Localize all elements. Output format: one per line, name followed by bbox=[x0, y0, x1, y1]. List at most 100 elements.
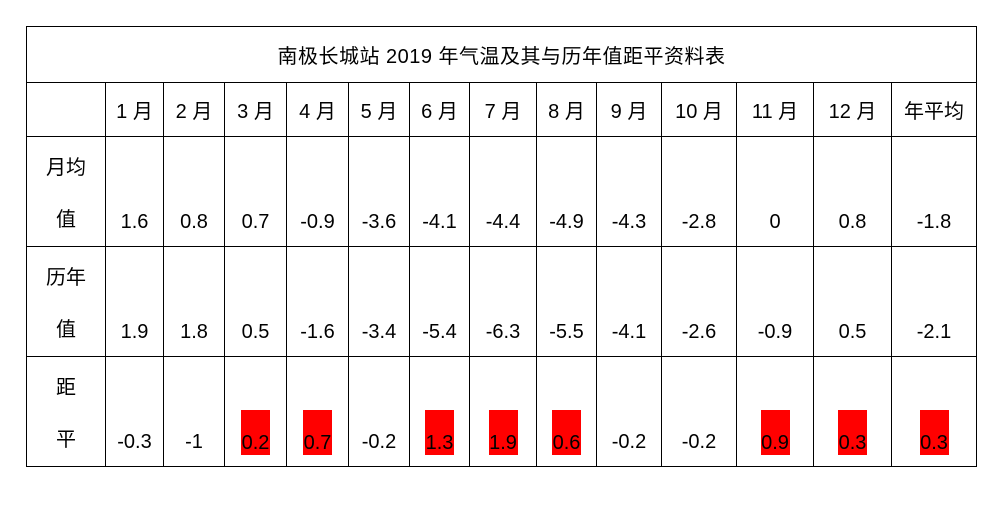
value-cell: -5.5 bbox=[536, 246, 597, 357]
value-cell: 1.3 bbox=[409, 356, 470, 467]
column-header-may: 5 月 bbox=[348, 82, 410, 137]
row-label-line: 值 bbox=[56, 319, 76, 341]
column-header-sep: 9 月 bbox=[596, 82, 662, 137]
cell-value: 1.6 bbox=[120, 211, 149, 233]
cell-value: -4.1 bbox=[422, 211, 457, 233]
cell-value: 0 bbox=[769, 211, 781, 233]
value-cell: -1.8 bbox=[890, 136, 978, 247]
cell-value: -6.3 bbox=[485, 321, 521, 343]
value-cell: -2.8 bbox=[661, 136, 737, 247]
row-label-line: 平 bbox=[56, 429, 76, 451]
column-header-mar: 3 月 bbox=[224, 82, 287, 137]
cell-value: -0.9 bbox=[300, 211, 335, 233]
highlight-rect: 0.6 bbox=[552, 410, 581, 455]
cell-value: 0.7 bbox=[303, 432, 332, 454]
cell-value: 0.8 bbox=[180, 211, 208, 233]
cell-value: 0.5 bbox=[838, 321, 867, 343]
cell-value: -0.2 bbox=[361, 431, 397, 453]
row-label-line: 值 bbox=[56, 209, 76, 231]
column-header-apr: 4 月 bbox=[286, 82, 349, 137]
column-header-jan: 1 月 bbox=[105, 82, 164, 137]
value-cell: 0.7 bbox=[286, 356, 349, 467]
value-cell: -0.2 bbox=[661, 356, 737, 467]
value-cell: 0.8 bbox=[813, 136, 892, 247]
cell-value: 1.9 bbox=[489, 432, 517, 454]
anomaly-value-box: -0.3 bbox=[117, 431, 151, 466]
cell-value: 0.3 bbox=[838, 432, 867, 454]
anomaly-value-box: -0.2 bbox=[682, 431, 716, 466]
cell-value: -5.4 bbox=[422, 321, 457, 343]
value-cell: 0.2 bbox=[224, 356, 287, 467]
value-cell: -6.3 bbox=[469, 246, 537, 357]
column-header-aug: 8 月 bbox=[536, 82, 597, 137]
value-cell: -2.1 bbox=[890, 246, 978, 357]
value-cell: -1 bbox=[163, 356, 225, 467]
value-cell: -0.9 bbox=[286, 136, 349, 247]
cell-value: 0.9 bbox=[761, 432, 789, 454]
row-label-anomaly: 距 平 bbox=[26, 356, 106, 467]
cell-value: -1 bbox=[185, 431, 203, 453]
cell-value: -4.1 bbox=[611, 321, 647, 343]
value-cell: 0 bbox=[736, 136, 814, 247]
highlight-rect: 0.7 bbox=[303, 410, 332, 455]
value-cell: 0.6 bbox=[536, 356, 597, 467]
highlight-rect: 1.3 bbox=[425, 410, 454, 455]
cell-value: 0.3 bbox=[920, 432, 948, 454]
row-historical-mean: 历年 值 1.9 1.8 0.5 -1.6 -3.4 -5.4 -6.3 -5.… bbox=[26, 246, 978, 357]
title-row: 南极长城站 2019 年气温及其与历年值距平资料表 bbox=[25, 26, 978, 83]
cell-value: 1.9 bbox=[120, 321, 149, 343]
value-cell: 0.8 bbox=[163, 136, 225, 247]
anomaly-value-box: -0.2 bbox=[362, 431, 396, 466]
value-cell: -0.9 bbox=[736, 246, 814, 357]
value-cell: -4.4 bbox=[469, 136, 537, 247]
row-monthly-mean: 月均 值 1.6 0.8 0.7 -0.9 -3.6 -4.1 -4.4 -4.… bbox=[26, 136, 978, 247]
value-cell: -5.4 bbox=[409, 246, 470, 357]
column-header-dec: 12 月 bbox=[813, 82, 892, 137]
cell-value: -0.2 bbox=[681, 431, 717, 453]
value-cell: -1.6 bbox=[286, 246, 349, 357]
value-cell: 0.3 bbox=[813, 356, 892, 467]
column-header-feb: 2 月 bbox=[163, 82, 225, 137]
anomaly-value-box: -0.2 bbox=[612, 431, 646, 466]
row-label-line: 历年 bbox=[46, 267, 86, 289]
cell-value: -4.9 bbox=[549, 211, 584, 233]
highlight-rect: 0.3 bbox=[838, 410, 867, 455]
cell-value: 0.7 bbox=[241, 211, 270, 233]
cell-value: -1.8 bbox=[916, 211, 952, 233]
cell-value: -3.4 bbox=[361, 321, 397, 343]
cell-value: -3.6 bbox=[361, 211, 397, 233]
anomaly-value-box: -1 bbox=[185, 431, 203, 466]
value-cell: 1.8 bbox=[163, 246, 225, 357]
value-cell: 0.5 bbox=[224, 246, 287, 357]
value-cell: 0.9 bbox=[736, 356, 814, 467]
corner-cell bbox=[26, 82, 106, 137]
row-label-monthly-mean: 月均 值 bbox=[26, 136, 106, 247]
header-row: 1 月 2 月 3 月 4 月 5 月 6 月 7 月 8 月 9 月 10 月… bbox=[26, 82, 978, 137]
highlight-rect: 0.3 bbox=[919, 410, 949, 455]
row-label-line: 月均 bbox=[46, 157, 86, 179]
cell-value: 1.8 bbox=[180, 321, 208, 343]
cell-value: -0.2 bbox=[611, 431, 647, 453]
cell-value: -4.3 bbox=[611, 211, 647, 233]
row-label-line: 距 bbox=[56, 377, 76, 399]
cell-value: 0.8 bbox=[838, 211, 867, 233]
row-anomaly: 距 平 -0.3 -1 0.2 0.7 -0.2 1.3 1.9 0.6 -0.… bbox=[26, 356, 978, 467]
highlight-rect: 0.9 bbox=[760, 410, 790, 455]
value-cell: -4.1 bbox=[596, 246, 662, 357]
value-cell: 0.7 bbox=[224, 136, 287, 247]
cell-value: -2.1 bbox=[916, 321, 952, 343]
cell-value: -0.9 bbox=[757, 321, 793, 343]
cell-value: -2.6 bbox=[681, 321, 717, 343]
value-cell: -3.6 bbox=[348, 136, 410, 247]
column-header-nov: 11 月 bbox=[736, 82, 814, 137]
value-cell: -4.3 bbox=[596, 136, 662, 247]
highlight-rect: 0.2 bbox=[241, 410, 270, 455]
value-cell: -2.6 bbox=[661, 246, 737, 357]
column-header-jul: 7 月 bbox=[469, 82, 537, 137]
cell-value: -2.8 bbox=[681, 211, 717, 233]
value-cell: -3.4 bbox=[348, 246, 410, 357]
value-cell: 0.5 bbox=[813, 246, 892, 357]
cell-value: -1.6 bbox=[300, 321, 335, 343]
temperature-anomaly-table: 南极长城站 2019 年气温及其与历年值距平资料表 1 月 2 月 3 月 4 … bbox=[25, 26, 978, 467]
